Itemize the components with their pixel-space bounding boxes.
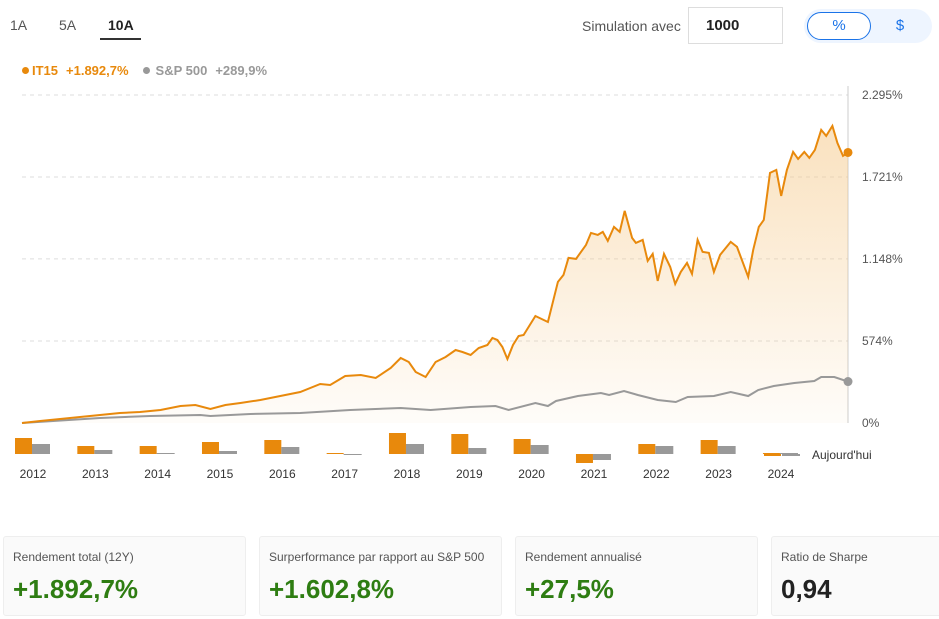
percent-toggle-button[interactable]: % [807,12,871,40]
card-value: +1.892,7% [13,574,139,604]
sp500-annual-bar [655,446,674,454]
card-title: Rendement total (12Y) [13,550,134,564]
simulation-amount-input[interactable] [688,7,783,44]
it15-annual-bar [388,433,406,454]
x-year-label: 2022 [643,467,670,481]
x-year-label: 2023 [705,467,732,481]
sp500-annual-bar [281,447,300,454]
it15-annual-bar [762,453,780,454]
legend-it15: IT15 +1.892,7% [22,63,129,78]
it15-area-fill [22,125,848,424]
it15-end-point [843,147,853,157]
legend-it15-value: +1.892,7% [66,63,129,78]
x-year-label: 2012 [20,467,47,481]
tab-1a[interactable]: 1A [10,17,28,33]
unit-toggle: % $ [804,9,932,43]
card-title: Ratio de Sharpe [781,550,868,564]
sp500-annual-bar [343,454,362,455]
it15-annual-bar [700,440,718,454]
card-total-return: Rendement total (12Y) +1.892,7% [3,536,246,616]
orange-dot-icon [22,67,29,74]
sp500-annual-bar [779,453,798,454]
sp500-annual-bar [156,453,175,454]
card-title: Rendement annualisé [525,550,642,564]
simulation-label: Simulation avec [582,18,681,34]
legend-sp500-name: S&P 500 [155,63,208,78]
sp500-annual-bar [717,446,736,454]
it15-annual-bar [326,453,344,454]
tab-10a[interactable]: 10A [108,17,134,33]
sp500-annual-bar [468,448,487,454]
it15-annual-bar [638,444,656,454]
it15-annual-bar [264,440,282,454]
performance-chart: 0% 574% 1.148% 1.721% 2.295% 2012 2013 2014 201… [15,86,903,481]
x-year-label: 2017 [331,467,358,481]
y-tick-label: 0% [862,416,880,430]
y-tick-label: 574% [862,334,893,348]
x-year-label: 2014 [144,467,171,481]
today-label: Aujourd'hui [812,448,872,462]
x-year-label: 2024 [768,467,795,481]
sp500-annual-bar [405,444,424,454]
sp500-annual-bar [94,450,113,454]
sp500-annual-bar [530,445,549,454]
card-value: +1.602,8% [269,574,395,604]
sp500-annual-bar [592,454,611,460]
card-annualized-return: Rendement annualisé +27,5% [515,536,758,616]
card-title: Surperformance par rapport au S&P 500 [269,550,485,564]
gray-dot-icon [142,67,150,74]
sp500-end-point [843,377,853,387]
it15-line [21,123,849,424]
x-year-label: 2013 [82,467,109,481]
card-sharpe-ratio: Ratio de Sharpe 0,94 [771,536,939,616]
card-value: 0,94 [781,574,832,604]
chart-legend: IT15 +1.892,7% S&P 500 +289,9% [22,63,267,78]
x-year-label: 2020 [518,467,545,481]
it15-annual-bar [201,442,219,454]
x-year-label: 2015 [207,467,234,481]
it15-annual-bar [77,446,95,454]
active-tab-indicator [100,38,141,40]
card-value: +27,5% [525,574,614,604]
sp500-line [21,376,849,424]
sp500-annual-bar [32,444,50,454]
legend-it15-name: IT15 [32,63,59,78]
it15-annual-bar [451,434,469,454]
legend-sp500: S&P 500 +289,9% [142,63,268,78]
y-tick-label: 2.295% [862,88,903,102]
it15-annual-bar [575,454,593,463]
tab-5a[interactable]: 5A [59,17,77,33]
legend-sp500-value: +289,9% [215,63,268,78]
x-year-label: 2018 [394,467,421,481]
card-outperformance: Surperformance par rapport au S&P 500 +1… [259,536,502,616]
y-tick-label: 1.148% [862,252,903,266]
y-tick-label: 1.721% [862,170,903,184]
it15-annual-bar [15,438,32,454]
dollar-toggle-button[interactable]: $ [895,17,905,34]
it15-annual-bar [139,446,157,454]
sp500-annual-bar [218,451,237,454]
x-year-label: 2016 [269,467,296,481]
it15-annual-bar [513,439,531,454]
x-year-label: 2021 [581,467,608,481]
x-year-label: 2019 [456,467,483,481]
